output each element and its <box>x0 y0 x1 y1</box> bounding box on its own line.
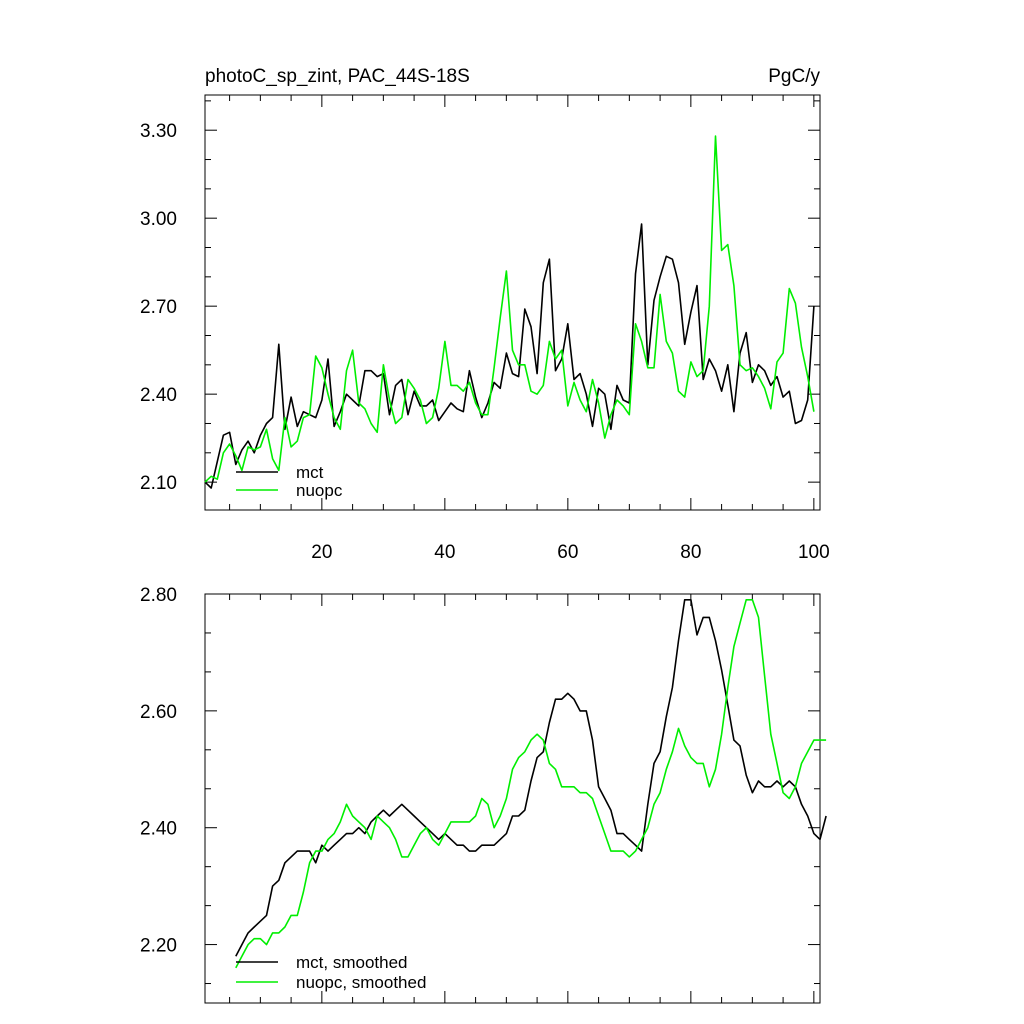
bottom-lines <box>235 598 827 969</box>
legend-label: mct <box>296 463 324 482</box>
y-tick-label: 3.30 <box>140 121 177 142</box>
series-line-1 <box>204 135 815 483</box>
x-tick-label: 20 <box>311 542 332 563</box>
x-tick-label: 40 <box>434 542 455 563</box>
y-tick-label: 2.60 <box>140 702 177 723</box>
y-tick-label: 2.40 <box>140 819 177 840</box>
bottom-plot-frame <box>204 593 821 1004</box>
y-tick-label: 3.00 <box>140 209 177 230</box>
bottom-ticks: 2.20 2.40 2.60 2.80 <box>140 585 820 1003</box>
legend-label: nuopc <box>296 481 343 500</box>
series-line-0 <box>204 223 815 489</box>
y-tick-label: 2.20 <box>140 936 177 957</box>
x-tick-label: 80 <box>680 542 701 563</box>
x-tick-label: 60 <box>557 542 578 563</box>
series-line-0 <box>235 598 827 957</box>
top-title: photoC_sp_zint, PAC_44S-18S <box>205 66 470 87</box>
legend-label: mct, smoothed <box>296 953 408 972</box>
top-units: PgC/y <box>768 66 820 87</box>
y-tick-label: 2.40 <box>140 385 177 406</box>
y-tick-label: 2.80 <box>140 585 177 606</box>
top-plot-frame <box>204 94 821 511</box>
series-line-1 <box>235 598 827 969</box>
x-tick-label: 100 <box>798 542 830 563</box>
top-lines <box>204 135 815 489</box>
legend-label: nuopc, smoothed <box>296 973 426 992</box>
top-panel: photoC_sp_zint, PAC_44S-18S PgC/y 20 40 60… <box>140 66 830 563</box>
y-tick-label: 2.10 <box>140 473 177 494</box>
top-ticks: 20 40 60 80 100 2.10 2.40 2.70 3.00 3.30 <box>140 95 830 563</box>
y-tick-label: 2.70 <box>140 297 177 318</box>
